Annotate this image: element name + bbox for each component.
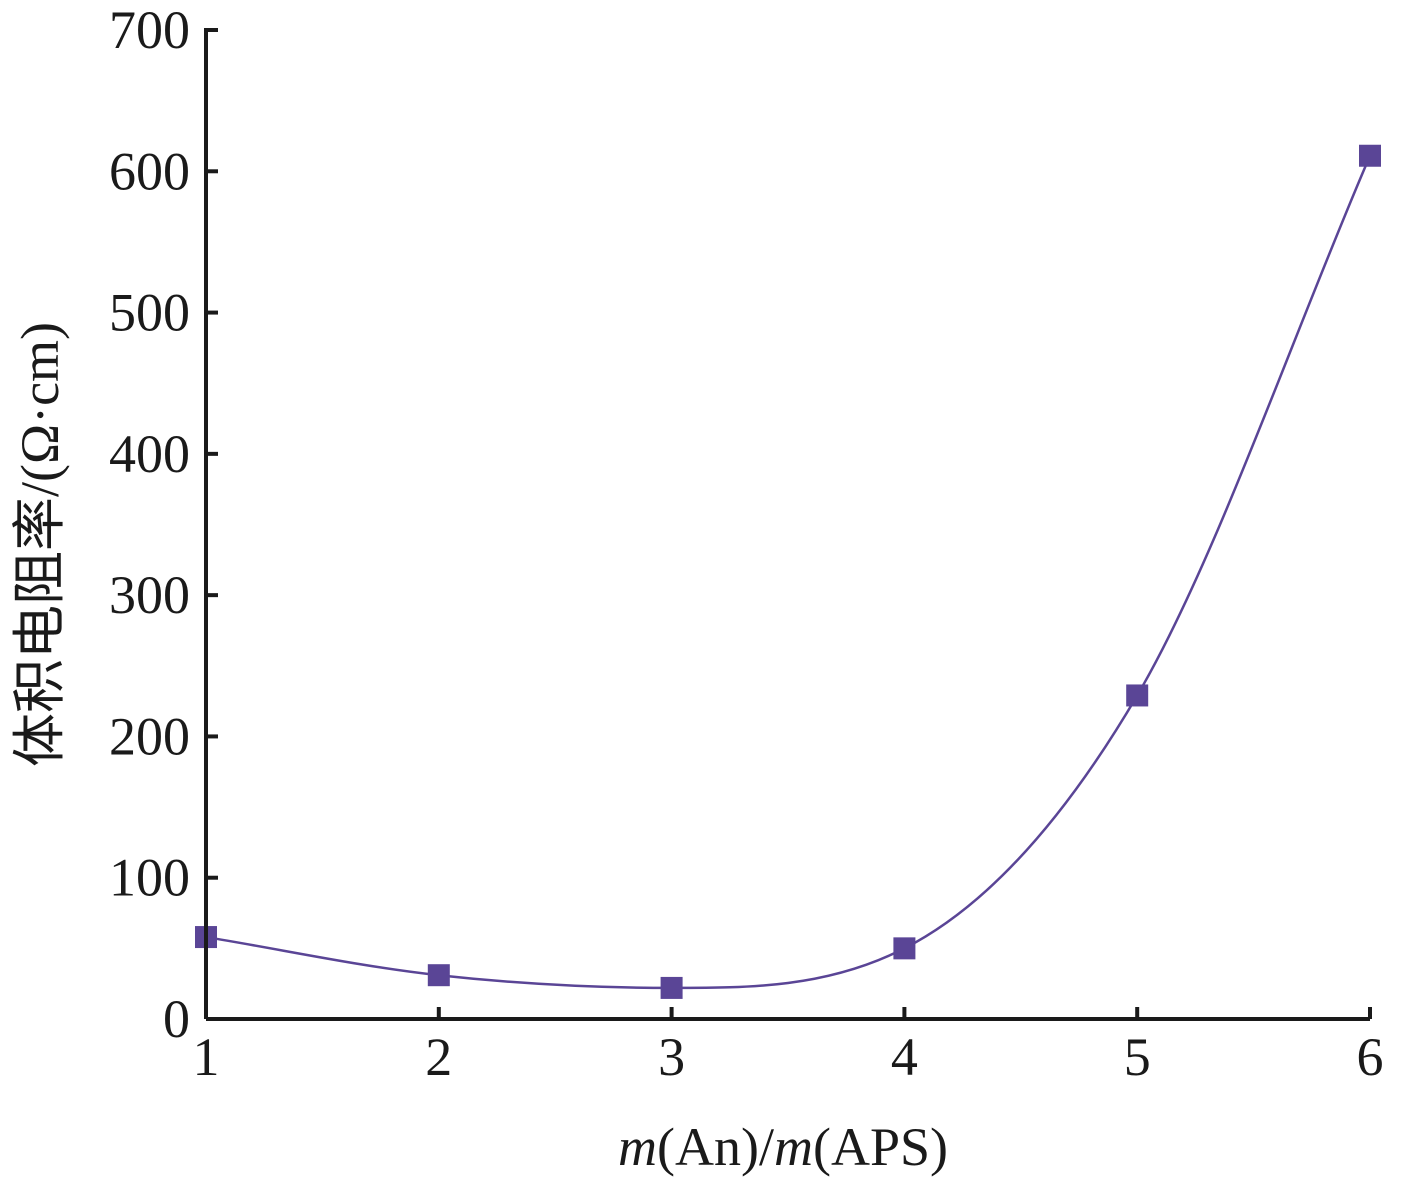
x-axis-title: m(An)/m(APS) — [618, 1117, 948, 1177]
data-point — [1359, 144, 1381, 167]
data-point — [1126, 684, 1149, 707]
y-tick-label: 500 — [109, 283, 190, 343]
x-tick-label: 1 — [193, 1027, 220, 1087]
data-point — [660, 976, 683, 999]
data-point — [893, 937, 916, 960]
y-tick-label: 100 — [109, 848, 190, 908]
y-tick-label: 300 — [109, 565, 190, 625]
y-tick-label: 600 — [109, 141, 190, 201]
y-tick-label: 700 — [109, 0, 190, 60]
x-tick-label: 2 — [425, 1027, 452, 1087]
y-axis-title: 体积电阻率/(Ω·cm) — [10, 322, 70, 767]
y-tick-label: 200 — [109, 706, 190, 766]
axis-labels: m(An)/m(APS) 体积电阻率/(Ω·cm) — [10, 322, 948, 1177]
axes: 0 100 200 300 400 500 600 700 1 2 3 4 5 6 — [109, 0, 1384, 1087]
y-tick-label: 0 — [163, 989, 190, 1049]
series-line — [205, 155, 1372, 990]
x-tick-label: 4 — [891, 1027, 918, 1087]
plot-area — [195, 144, 1381, 999]
y-tick-label: 400 — [109, 424, 190, 484]
data-point — [427, 964, 450, 987]
x-tick-label: 5 — [1124, 1027, 1151, 1087]
x-tick-label: 6 — [1357, 1027, 1384, 1087]
x-tick-label: 3 — [658, 1027, 685, 1087]
